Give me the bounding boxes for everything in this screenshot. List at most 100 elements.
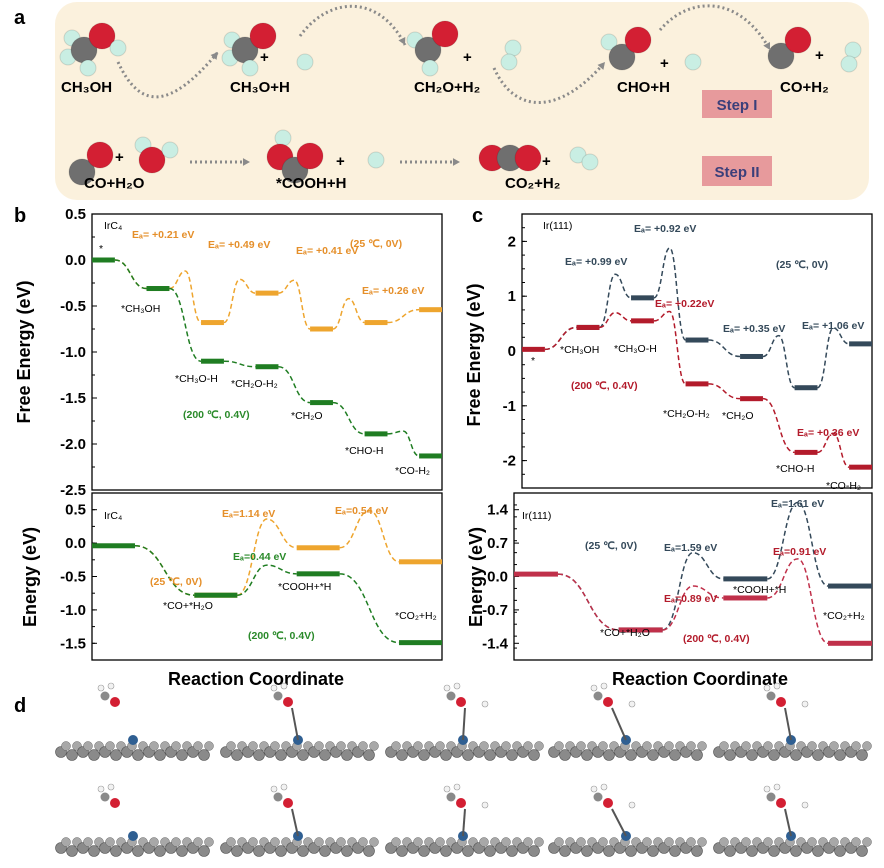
carbon-atom [132, 845, 144, 857]
oxygen-atom [296, 142, 324, 170]
hydrogen-atom [79, 59, 97, 77]
oxygen-atom [88, 22, 116, 50]
hydrogen-atom [280, 783, 288, 791]
carbon-atom [576, 837, 586, 847]
energy-connector [339, 509, 400, 563]
plus-sign: + [660, 55, 669, 72]
carbon-atom [724, 749, 736, 761]
hydrogen-atom [241, 59, 259, 77]
energy-connector [708, 383, 741, 400]
chart-annotation: *CO+*H₂O [163, 600, 213, 612]
series-1 [92, 257, 442, 459]
carbon-atom [176, 845, 188, 857]
carbon-atom [110, 845, 122, 857]
carbon-atom [534, 837, 544, 847]
hydrogen-atom [763, 684, 771, 692]
oxygen-atom [110, 798, 120, 808]
carbon-atom [435, 837, 445, 847]
carbon-atom [862, 837, 872, 847]
energy-level-bar [364, 320, 388, 326]
plus-sign: + [542, 153, 551, 170]
structure-model [385, 682, 544, 761]
chart-annotation: (200 ℃, 0.4V) [571, 380, 638, 392]
carbon-atom [193, 741, 203, 751]
chart-b-bottom: 0.5 0.0 -0.5 -1.0 -1.5 Energy (eV) Reaction Co… [20, 492, 443, 689]
energy-connector [169, 287, 202, 362]
chart-annotation: *CHO-H [776, 463, 815, 475]
chart-annotation: *CH₃O-H [614, 343, 657, 355]
carbon-atom [767, 42, 795, 70]
species-label: CH₃O+H [230, 79, 290, 96]
hydrogen-atom [107, 682, 115, 690]
carbon-atom [603, 749, 615, 761]
dotted-arrow [492, 61, 607, 104]
hydrogen-atom [270, 684, 278, 692]
hydrogen-atom [684, 53, 702, 71]
carbon-atom [270, 741, 280, 751]
chart-annotation: Eₐ=0.91 eV [773, 546, 826, 558]
dotted-arrow [298, 4, 407, 46]
plot-frame [91, 213, 443, 491]
carbon-atom [647, 845, 659, 857]
carbon-atom [391, 837, 401, 847]
carbon-atom [358, 837, 368, 847]
carbon-atom [88, 845, 100, 857]
y-tick-label: 0.0 [487, 569, 508, 586]
carbon-atom [446, 792, 456, 802]
carbon-atom [479, 837, 489, 847]
arrowhead-icon [398, 37, 406, 45]
oxygen-atom [283, 798, 293, 808]
carbon-atom [248, 741, 258, 751]
carbon-atom [724, 845, 736, 857]
carbon-atom [790, 845, 802, 857]
y-tick-label: 0.7 [487, 535, 508, 552]
chart-annotation: * [531, 355, 535, 367]
oxygen-atom [456, 798, 466, 808]
structure-model [713, 783, 872, 857]
carbon-atom [341, 845, 353, 857]
carbon-atom [669, 845, 681, 857]
structure-model [220, 783, 379, 857]
carbon-atom [270, 837, 280, 847]
energy-connector [339, 573, 400, 644]
carbon-atom [851, 741, 861, 751]
chart-annotation: *CO₂+H₂ [823, 610, 865, 622]
chart-annotation: Eₐ= +0.49 eV [208, 239, 270, 251]
carbon-atom [581, 749, 593, 761]
step-2-box [702, 156, 772, 186]
chart-annotation: (200 ℃, 0.4V) [183, 409, 250, 421]
energy-level-bar [631, 295, 654, 301]
y-axis-title: Free Energy (eV) [14, 280, 34, 423]
energy-connector [387, 308, 420, 324]
chart-annotation: *CH₂O-H₂ [663, 408, 710, 420]
energy-connector [134, 545, 195, 596]
energy-level-bar [399, 559, 442, 565]
energy-level-bar [794, 385, 818, 391]
carbon-atom [528, 845, 540, 857]
carbon-atom [862, 741, 872, 751]
adsorption-structures-panel [55, 682, 872, 857]
carbon-atom [807, 741, 817, 751]
y-tick-label: -2.0 [60, 436, 86, 453]
carbon-atom [396, 845, 408, 857]
energy-connector [662, 551, 724, 631]
energy-connector [598, 273, 632, 329]
hydrogen-atom [600, 783, 608, 791]
energy-connector [223, 360, 256, 368]
carbon-atom [273, 691, 283, 701]
hydrogen-atom [628, 801, 636, 809]
chart-annotation: (25 ℃, 0V) [350, 238, 402, 250]
carbon-atom [768, 845, 780, 857]
chart-annotation: (25 ℃, 0V) [776, 259, 828, 271]
structure-model [548, 682, 707, 761]
chart-b-top: 0.5 0.0 -0.5 -1.0 -1.5 -2.0 -2.5 Free Energy (e… [14, 206, 443, 499]
iridium-atom [128, 735, 138, 745]
chart-annotation: *CO₂+H₂ [395, 610, 437, 622]
oxygen-atom [776, 798, 786, 808]
carbon-atom [856, 845, 868, 857]
chart-annotation: Eₐ= +0.35 eV [723, 323, 785, 335]
carbon-atom [763, 837, 773, 847]
oxygen-atom [514, 144, 542, 172]
hydrogen-atom [773, 783, 781, 791]
structure-model [713, 682, 872, 761]
